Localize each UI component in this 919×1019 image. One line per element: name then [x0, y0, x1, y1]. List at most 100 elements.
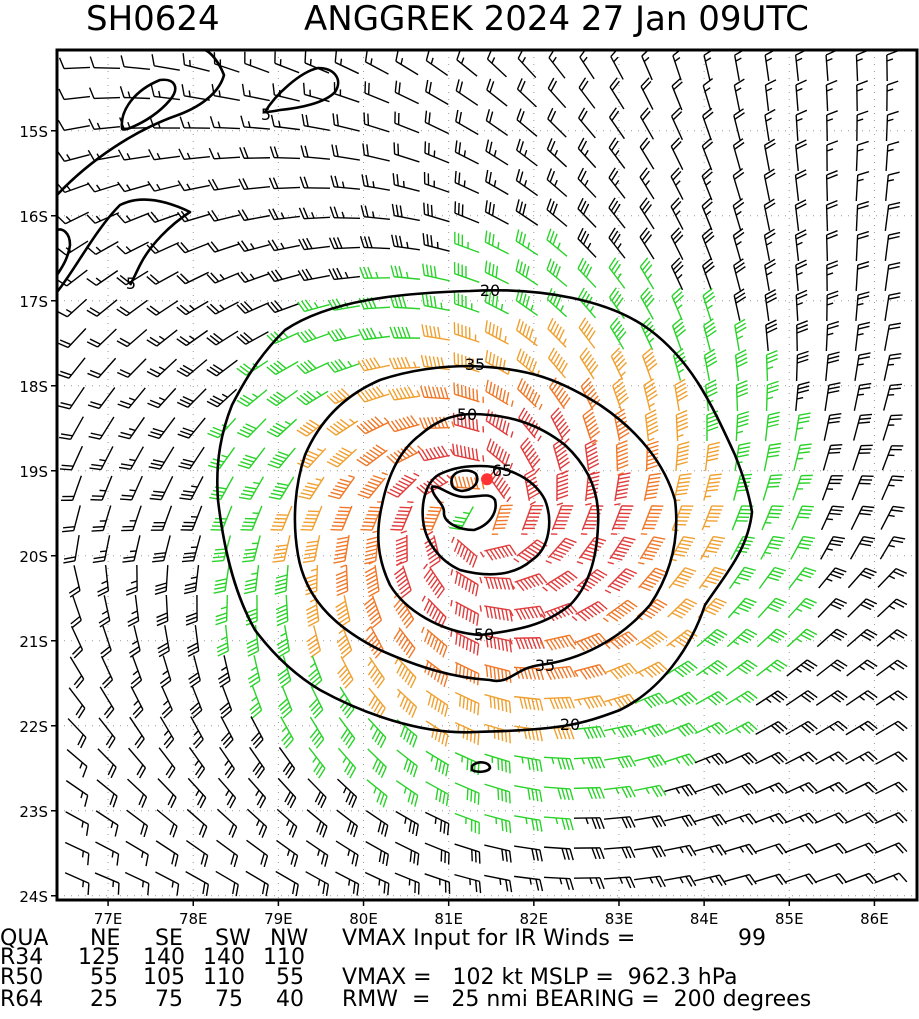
contour-label: 35 — [465, 355, 485, 374]
barb-half-feather — [676, 181, 680, 186]
barb-feather — [800, 604, 811, 609]
lat-tick-label: 23S — [19, 803, 48, 821]
barb-half-feather — [859, 696, 864, 700]
barb-feather — [618, 481, 629, 483]
barb-feather — [420, 418, 424, 429]
barb-feather — [743, 601, 754, 605]
barb-half-feather — [525, 150, 527, 156]
wind-barb — [825, 383, 840, 411]
barb-half-feather — [620, 878, 622, 884]
wind-barb — [395, 112, 419, 133]
barb-half-feather — [797, 242, 803, 245]
wind-barb — [57, 329, 86, 348]
barb-feather — [305, 146, 308, 157]
barb-half-feather — [800, 817, 804, 822]
wind-barb — [643, 348, 657, 380]
barb-half-feather — [159, 91, 160, 97]
barb-shaft — [94, 98, 120, 99]
barb-feather — [600, 757, 605, 768]
wind-barb — [887, 51, 898, 81]
barb-half-feather — [257, 820, 260, 826]
barb-feather — [520, 321, 523, 332]
wind-barb — [425, 111, 448, 134]
wind-barb — [58, 387, 84, 409]
wind-barb — [178, 181, 210, 191]
barb-feather — [477, 390, 478, 402]
barb-feather — [570, 759, 573, 770]
barb-half-feather — [583, 57, 587, 62]
barb-feather — [238, 465, 249, 468]
barb-feather — [498, 638, 500, 650]
wind-barb — [514, 846, 542, 861]
barb-half-feather — [451, 569, 452, 575]
wind-barb — [177, 301, 208, 314]
barb-feather — [827, 111, 838, 115]
barb-feather — [399, 296, 402, 307]
barb-feather — [349, 794, 354, 805]
wind-barb — [268, 270, 300, 282]
barb-half-feather — [511, 431, 513, 437]
wind-barb — [156, 841, 178, 867]
barb-feather — [737, 393, 748, 397]
barb-half-feather — [348, 361, 352, 366]
barb-feather — [738, 412, 749, 415]
barb-feather — [769, 447, 781, 449]
barb-half-feather — [505, 336, 506, 342]
wind-barb — [639, 568, 667, 590]
wind-barb — [394, 628, 415, 658]
barb-half-feather — [796, 58, 802, 61]
barb-feather — [243, 557, 255, 558]
barb-feather — [767, 389, 778, 393]
wind-barb — [240, 506, 261, 530]
wind-barb — [245, 52, 269, 73]
barb-feather — [405, 357, 410, 368]
wind-barb — [548, 108, 566, 137]
barb-feather — [229, 824, 233, 835]
footer-table: QUA NE SE SW NW VMAX Input for IR Winds … — [0, 926, 811, 1012]
wind-barb — [208, 447, 234, 468]
wind-barb — [272, 115, 300, 130]
barb-shaft — [155, 872, 178, 884]
wind-barb — [877, 599, 906, 617]
wind-barb — [885, 233, 900, 261]
barb-feather — [550, 698, 554, 709]
barb-feather — [677, 486, 689, 487]
barb-feather — [368, 114, 369, 126]
wind-barb — [299, 208, 330, 219]
wind-barb — [184, 565, 198, 594]
barb-feather — [558, 698, 562, 709]
barb-half-feather — [889, 606, 895, 609]
barb-feather — [306, 575, 317, 579]
wind-barb — [544, 877, 573, 890]
barb-half-feather — [424, 564, 428, 569]
wind-barb — [518, 378, 542, 410]
wind-barb — [856, 51, 867, 81]
barb-feather — [529, 329, 532, 340]
barb-half-feather — [80, 763, 82, 769]
wind-barb — [365, 873, 389, 896]
barb-feather — [650, 473, 662, 475]
wind-barb — [880, 537, 905, 559]
barb-feather — [506, 578, 509, 589]
barb-half-feather — [157, 153, 160, 159]
barb-feather — [498, 788, 499, 800]
barb-feather — [180, 117, 184, 128]
barb-half-feather — [345, 272, 348, 278]
barb-feather — [516, 169, 519, 180]
barb-half-feather — [705, 88, 710, 92]
wind-barb — [857, 111, 868, 141]
contour-label: 5 — [261, 105, 271, 124]
barb-half-feather — [318, 850, 320, 856]
barb-feather — [301, 145, 304, 156]
wind-barb — [604, 786, 635, 797]
barb-feather — [490, 81, 494, 92]
barb-feather — [301, 493, 312, 496]
barb-feather — [337, 114, 338, 126]
wind-barb — [815, 813, 847, 823]
barb-half-feather — [480, 577, 482, 583]
barb-half-feather — [313, 757, 317, 762]
barb-half-feather — [590, 878, 592, 884]
barb-feather — [502, 819, 503, 831]
wind-barb — [454, 322, 479, 342]
barb-shaft — [214, 127, 240, 128]
